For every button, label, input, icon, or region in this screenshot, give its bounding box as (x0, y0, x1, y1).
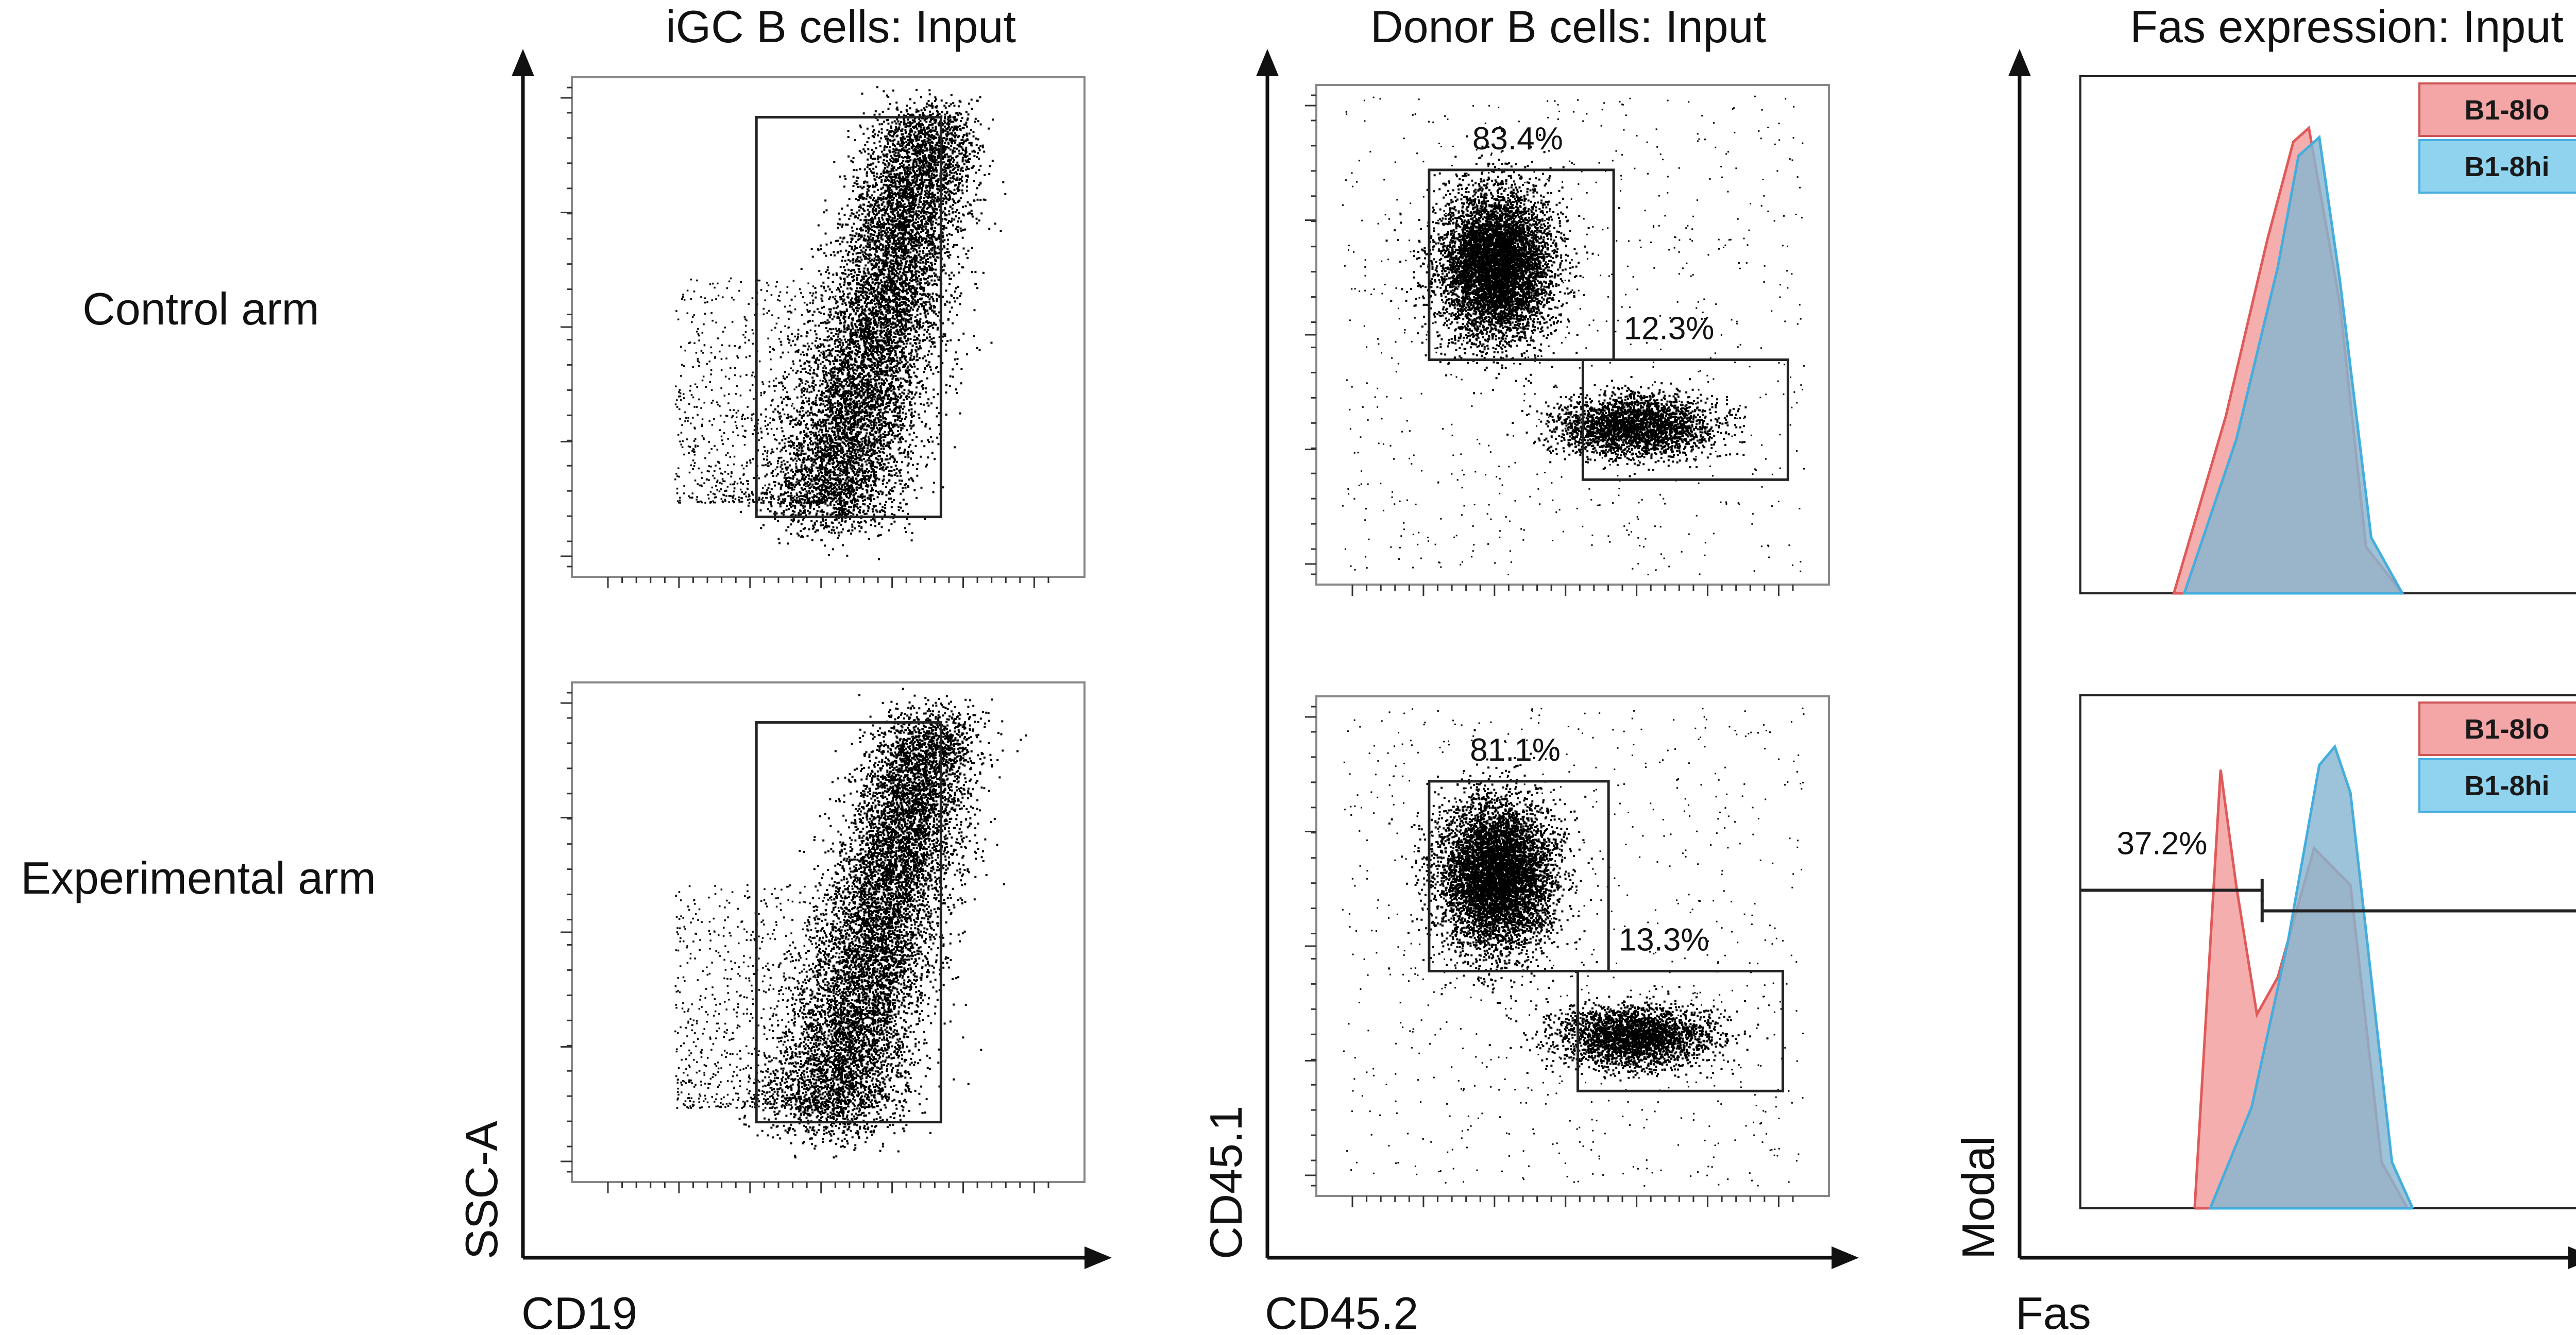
title-donor-b-cells: Donor B cells: Input (1370, 1, 1766, 52)
gate-rect (755, 116, 942, 519)
histogram-b1-8hi (2182, 134, 2405, 595)
axis-ticks-0-1 (561, 692, 1049, 1193)
gate-rect (1576, 970, 1784, 1092)
gate-percentage: 83.4% (1472, 121, 1563, 157)
title-fas-expression: Fas expression: Input (2130, 1, 2563, 52)
scatter-panel-igc-experimental (561, 681, 1086, 1193)
histogram-panel-fas-experimental: B1-8lo B1-8hi 37.2% (2079, 694, 2576, 1210)
legend-label: B1-8hi (2464, 151, 2549, 182)
ylabel-ssc-a: SSC-A (456, 1121, 507, 1259)
axis-ticks-1-1 (1305, 706, 1794, 1207)
legend-swatch-b1-8hi (2418, 758, 2576, 813)
interval-gate (2260, 899, 2576, 922)
legend-label: B1-8lo (2464, 95, 2549, 126)
axes-group-fas (2008, 49, 2576, 1269)
title-igc-b-cells: iGC B cells: Input (666, 1, 1016, 52)
gate-rect (1428, 168, 1615, 361)
legend-label: B1-8lo (2464, 714, 2549, 745)
histogram-b1-8hi (2208, 744, 2414, 1210)
ylabel-cd45-1: CD45.1 (1200, 1106, 1251, 1259)
histogram-panel-fas-control: B1-8lo B1-8hi (2079, 75, 2576, 595)
gate-rect (1428, 780, 1610, 973)
xlabel-cd19: CD19 (521, 1288, 637, 1335)
axis-ticks-1-0 (1305, 94, 1794, 596)
gate-rect (1581, 358, 1789, 481)
axes-group-igc (512, 49, 1112, 1269)
axes-group-donor (1256, 49, 1859, 1269)
scatter-panel-donor-experimental: 81.1% 13.3% (1305, 695, 1830, 1207)
interval-gate (2080, 879, 2264, 902)
panel-frame (571, 76, 1086, 578)
xlabel-fas: Fas (2015, 1288, 2091, 1335)
axis-ticks-0-0 (561, 87, 1049, 588)
gate-percentage: 12.3% (1624, 311, 1715, 347)
xlabel-cd45-2: CD45.2 (1265, 1288, 1418, 1335)
panel-frame (1315, 695, 1830, 1197)
gate-percentage: 81.1% (1470, 732, 1561, 768)
row-label-control-arm: Control arm (82, 283, 319, 334)
ylabel-modal: Modal (1953, 1136, 2004, 1259)
scatter-events (1342, 707, 1805, 1187)
legend-swatch-b1-8lo (2418, 701, 2576, 756)
histogram-overlap (2210, 746, 2413, 1208)
gate-percentage: 13.3% (1619, 922, 1709, 958)
panel-frame (1315, 84, 1830, 586)
scatter-panel-donor-control: 83.4% 12.3% (1305, 84, 1830, 596)
row-label-experimental-arm: Experimental arm (21, 852, 376, 903)
legend-label: B1-8hi (2464, 771, 2549, 801)
scatter-events (674, 688, 1027, 1159)
gate-rect (755, 721, 942, 1124)
histogram-overlap (2184, 137, 2402, 593)
gate-percentage: 37.2% (2117, 826, 2208, 861)
scatter-panel-igc-control (561, 76, 1086, 588)
scatter-events (674, 86, 1007, 560)
legend-swatch-b1-8lo (2418, 82, 2576, 137)
legend-swatch-b1-8hi (2418, 139, 2576, 194)
